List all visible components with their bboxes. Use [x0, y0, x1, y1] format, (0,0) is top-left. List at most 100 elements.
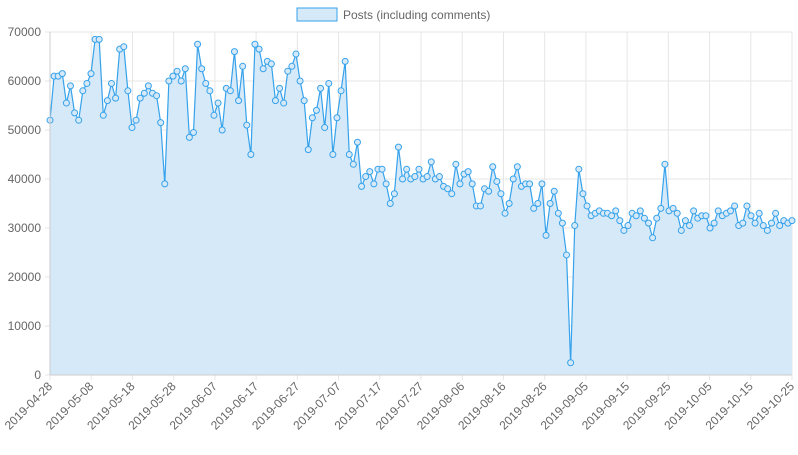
data-point	[489, 163, 497, 171]
data-point	[423, 173, 431, 181]
data-point	[107, 79, 115, 87]
data-point	[399, 175, 407, 183]
data-point	[362, 173, 370, 181]
data-point	[464, 168, 472, 176]
legend-label[interactable]: Posts (including comments)	[343, 8, 490, 22]
data-point	[513, 163, 521, 171]
data-point	[411, 173, 419, 181]
data-point	[743, 202, 751, 210]
data-point	[296, 77, 304, 85]
data-point	[235, 97, 243, 105]
data-point	[337, 87, 345, 95]
data-point	[276, 84, 284, 92]
data-point	[169, 72, 177, 80]
data-point	[165, 77, 173, 85]
data-point	[284, 67, 292, 75]
data-point	[194, 40, 202, 48]
data-point	[103, 97, 111, 105]
data-point	[255, 45, 263, 53]
data-point	[554, 209, 562, 217]
data-point	[632, 212, 640, 220]
data-point	[288, 62, 296, 70]
y-tick-label: 60000	[8, 74, 42, 88]
data-point	[657, 204, 665, 212]
data-point	[751, 219, 759, 227]
data-point	[452, 160, 460, 168]
data-point	[87, 70, 95, 78]
data-point	[239, 62, 247, 70]
data-point	[112, 94, 120, 102]
data-point	[390, 190, 398, 198]
data-point	[505, 200, 513, 207]
data-point	[563, 251, 571, 259]
data-point	[686, 222, 694, 230]
data-point	[370, 180, 378, 188]
y-tick-label: 0	[34, 368, 41, 382]
data-point	[415, 165, 423, 173]
data-point	[640, 214, 648, 222]
data-point	[317, 84, 325, 92]
data-point	[210, 111, 218, 119]
data-point	[645, 219, 653, 227]
data-point	[259, 65, 267, 73]
data-point	[378, 165, 386, 173]
data-point	[403, 165, 411, 173]
data-point	[181, 65, 189, 73]
data-point	[710, 219, 718, 227]
data-point	[124, 87, 132, 95]
y-tick-label: 20000	[8, 270, 42, 284]
data-point	[530, 204, 538, 212]
data-point	[243, 121, 251, 129]
data-point	[653, 214, 661, 222]
data-point	[312, 106, 320, 114]
data-point	[493, 177, 501, 185]
y-tick-label: 30000	[8, 221, 42, 235]
data-point	[280, 99, 288, 107]
data-point	[132, 116, 140, 124]
data-point	[702, 212, 710, 220]
data-point	[567, 359, 575, 367]
data-point	[144, 82, 152, 90]
y-tick-label: 50000	[8, 123, 42, 137]
data-point	[476, 202, 484, 210]
data-point	[427, 158, 435, 166]
data-point	[202, 79, 210, 87]
legend[interactable]: Posts (including comments)	[296, 7, 490, 22]
data-point	[558, 219, 566, 227]
series-area	[50, 39, 792, 375]
data-point	[358, 182, 366, 190]
data-point	[62, 99, 70, 107]
data-point	[485, 187, 493, 195]
data-point	[95, 35, 103, 43]
data-point	[206, 87, 214, 95]
data-point	[128, 124, 136, 132]
data-point	[304, 146, 312, 154]
series-posts	[46, 35, 796, 375]
data-point	[731, 202, 739, 210]
data-point	[768, 219, 775, 227]
data-point	[99, 111, 107, 119]
data-point	[251, 40, 259, 48]
data-point	[501, 209, 509, 217]
data-point	[468, 180, 476, 188]
data-point	[120, 43, 128, 51]
data-point	[608, 212, 616, 220]
data-point	[776, 222, 784, 230]
data-point	[763, 226, 771, 234]
data-point	[226, 87, 234, 95]
data-point	[153, 92, 161, 100]
data-point	[308, 114, 316, 122]
data-point	[325, 79, 333, 87]
data-point	[386, 200, 394, 207]
data-point	[444, 185, 452, 193]
data-point	[177, 77, 185, 85]
data-point	[706, 224, 714, 232]
data-point	[366, 168, 374, 176]
data-point	[161, 180, 169, 188]
data-point	[292, 50, 300, 58]
legend-swatch[interactable]	[296, 7, 338, 22]
data-point	[333, 114, 341, 122]
data-point	[267, 60, 275, 68]
data-point	[271, 97, 279, 105]
